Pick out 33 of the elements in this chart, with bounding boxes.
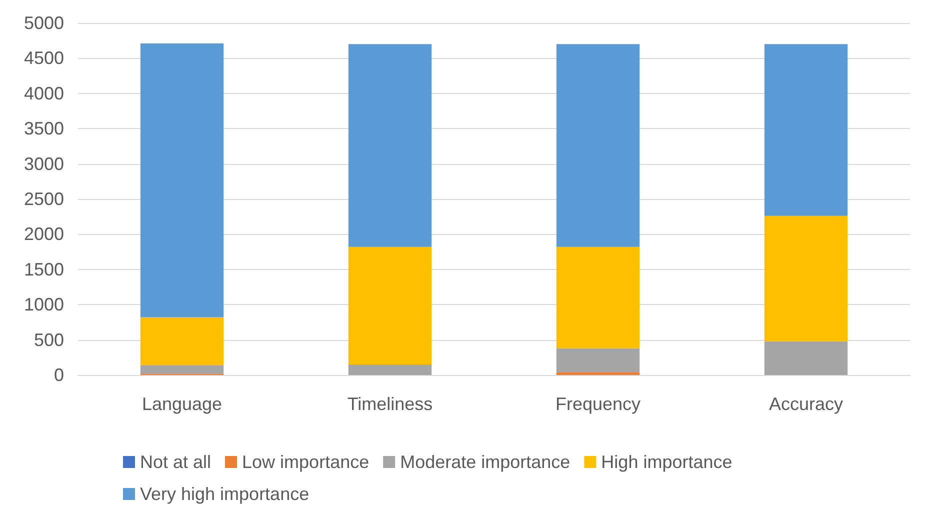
y-tick-label: 1500 [24,259,64,280]
bar [556,44,640,247]
x-tick-label: Language [142,394,222,414]
legend-label: Low importance [242,452,370,472]
bar [556,372,640,375]
y-tick-label: 1000 [24,294,64,315]
bar [348,44,432,247]
x-tick-label: Accuracy [768,394,844,414]
bar [764,341,848,375]
y-tick-label: 0 [54,365,64,385]
legend-label: High importance [601,452,732,472]
bar [348,364,432,375]
y-tick-label: 2000 [24,224,64,244]
y-tick-label: 3000 [24,154,64,174]
y-tick-label: 2500 [24,189,64,209]
bar [140,43,224,318]
legend-label: Not at all [140,452,212,472]
y-tick-label: 3500 [24,118,64,139]
bar [556,348,640,372]
bar [348,246,432,364]
y-tick-label: 4000 [24,83,64,104]
x-tick-label: Frequency [555,394,641,414]
y-tick-label: 5000 [24,13,64,33]
y-tick-label: 500 [34,330,64,350]
bar [556,246,640,348]
legend-label: Moderate importance [400,452,570,472]
y-tick-label: 4500 [24,48,64,68]
bar [764,44,848,216]
bar [140,365,224,374]
legend-label: Very high importance [140,484,310,504]
bar [764,216,848,342]
bar [140,317,224,366]
x-tick-label: Timeliness [347,394,433,414]
